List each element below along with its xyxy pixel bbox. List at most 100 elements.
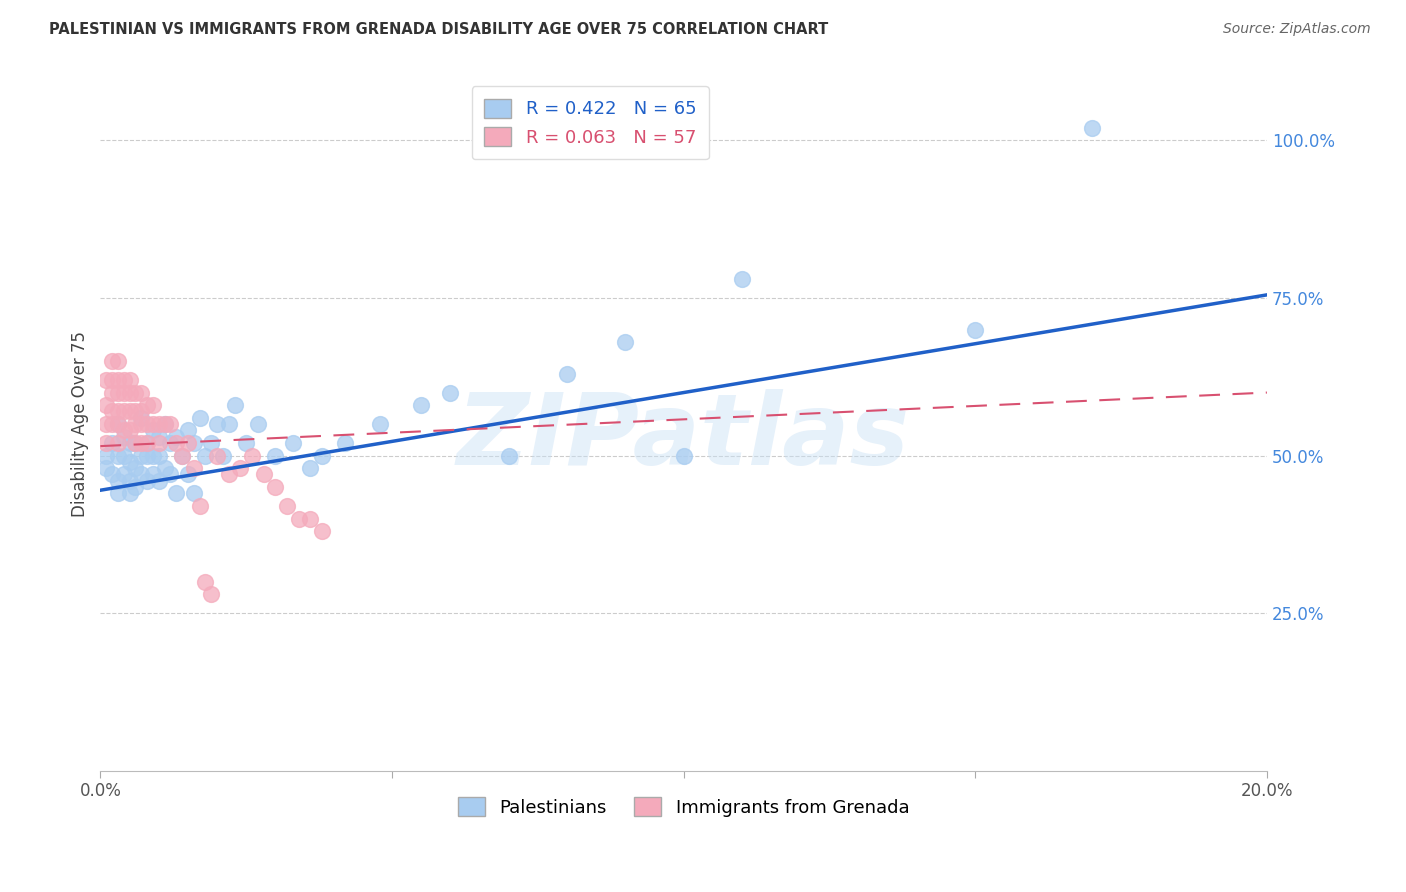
Point	[142, 423, 165, 437]
Point	[218, 467, 240, 482]
Point	[165, 430, 187, 444]
Point	[200, 587, 222, 601]
Point	[136, 436, 159, 450]
Point	[281, 436, 304, 450]
Point	[112, 404, 135, 418]
Point	[96, 398, 118, 412]
Point	[224, 398, 246, 412]
Point	[411, 398, 433, 412]
Point	[264, 449, 287, 463]
Point	[229, 461, 252, 475]
Point	[118, 385, 141, 400]
Point	[129, 467, 152, 482]
Point	[112, 423, 135, 437]
Point	[153, 461, 176, 475]
Point	[118, 486, 141, 500]
Point	[129, 404, 152, 418]
Point	[287, 511, 309, 525]
Point	[177, 467, 200, 482]
Point	[101, 436, 124, 450]
Point	[253, 467, 276, 482]
Point	[118, 436, 141, 450]
Point	[96, 373, 118, 387]
Point	[177, 423, 200, 437]
Point	[124, 417, 146, 431]
Point	[96, 449, 118, 463]
Point	[165, 486, 187, 500]
Point	[112, 449, 135, 463]
Point	[118, 455, 141, 469]
Legend: Palestinians, Immigrants from Grenada: Palestinians, Immigrants from Grenada	[451, 790, 917, 824]
Point	[200, 436, 222, 450]
Point	[235, 436, 257, 450]
Point	[205, 449, 228, 463]
Point	[107, 417, 129, 431]
Text: PALESTINIAN VS IMMIGRANTS FROM GRENADA DISABILITY AGE OVER 75 CORRELATION CHART: PALESTINIAN VS IMMIGRANTS FROM GRENADA D…	[49, 22, 828, 37]
Point	[142, 398, 165, 412]
Point	[183, 436, 205, 450]
Point	[246, 417, 269, 431]
Point	[107, 404, 129, 418]
Point	[118, 474, 141, 488]
Point	[1081, 120, 1104, 135]
Point	[299, 461, 322, 475]
Point	[299, 511, 322, 525]
Point	[107, 354, 129, 368]
Point	[101, 417, 124, 431]
Point	[311, 524, 333, 539]
Point	[188, 410, 211, 425]
Point	[107, 385, 129, 400]
Point	[965, 322, 987, 336]
Point	[124, 461, 146, 475]
Point	[107, 486, 129, 500]
Point	[731, 272, 754, 286]
Point	[148, 430, 170, 444]
Point	[118, 423, 141, 437]
Point	[129, 417, 152, 431]
Point	[112, 467, 135, 482]
Point	[118, 373, 141, 387]
Point	[159, 436, 181, 450]
Point	[170, 449, 193, 463]
Point	[142, 417, 165, 431]
Point	[194, 449, 217, 463]
Point	[107, 436, 129, 450]
Point	[136, 398, 159, 412]
Text: ZIPatlas: ZIPatlas	[457, 390, 910, 486]
Point	[183, 486, 205, 500]
Point	[218, 417, 240, 431]
Point	[101, 404, 124, 418]
Point	[188, 499, 211, 513]
Point	[165, 436, 187, 450]
Point	[112, 430, 135, 444]
Point	[153, 417, 176, 431]
Point	[498, 449, 520, 463]
Point	[124, 404, 146, 418]
Point	[614, 335, 637, 350]
Point	[107, 474, 129, 488]
Point	[107, 449, 129, 463]
Point	[136, 474, 159, 488]
Point	[96, 436, 118, 450]
Point	[148, 474, 170, 488]
Point	[148, 417, 170, 431]
Point	[148, 436, 170, 450]
Text: Source: ZipAtlas.com: Source: ZipAtlas.com	[1223, 22, 1371, 37]
Point	[240, 449, 263, 463]
Y-axis label: Disability Age Over 75: Disability Age Over 75	[72, 331, 89, 517]
Point	[101, 373, 124, 387]
Point	[129, 410, 152, 425]
Point	[124, 385, 146, 400]
Point	[101, 354, 124, 368]
Point	[142, 449, 165, 463]
Point	[264, 480, 287, 494]
Point	[205, 417, 228, 431]
Point	[136, 417, 159, 431]
Point	[129, 449, 152, 463]
Point	[118, 404, 141, 418]
Point	[153, 417, 176, 431]
Point	[124, 480, 146, 494]
Point	[96, 461, 118, 475]
Point	[672, 449, 695, 463]
Point	[142, 467, 165, 482]
